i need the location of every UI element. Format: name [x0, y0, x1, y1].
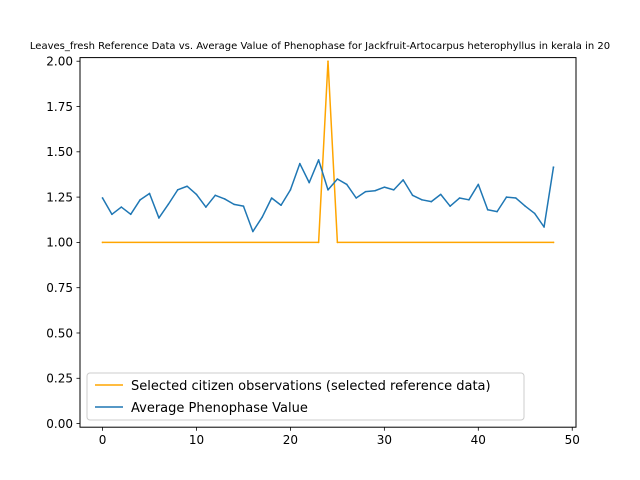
data-point-average — [374, 189, 376, 192]
data-point-average — [261, 216, 264, 218]
data-point-average — [439, 193, 442, 196]
data-point-average — [176, 189, 179, 191]
data-point-average — [158, 217, 160, 219]
x-tick-label: 30 — [377, 433, 392, 447]
data-point-average — [524, 205, 527, 207]
data-point-average — [223, 198, 226, 200]
y-tick-label: 0.75 — [46, 281, 73, 295]
data-point-average — [317, 159, 320, 161]
series-line-reference — [101, 60, 555, 244]
data-point-average — [186, 185, 188, 188]
x-tick-label: 50 — [565, 433, 580, 447]
data-point-average — [345, 183, 348, 186]
data-point-average — [205, 206, 207, 208]
y-tick-label: 2.00 — [46, 55, 73, 69]
data-point-average — [327, 189, 329, 191]
data-point-average — [411, 194, 414, 197]
y-tick-label: 1.75 — [46, 100, 73, 114]
data-point-reference — [336, 241, 339, 244]
data-point-average — [458, 197, 461, 199]
y-tick-label: 0.50 — [46, 326, 73, 340]
x-tick-label: 40 — [471, 433, 486, 447]
series-line-average — [101, 159, 555, 233]
data-point-average — [430, 200, 433, 203]
data-point-average — [270, 197, 273, 199]
y-tick-label: 0.00 — [46, 417, 73, 431]
data-point-average — [336, 178, 339, 180]
data-point-average — [195, 193, 198, 196]
data-point-average — [402, 179, 404, 181]
data-point-average — [120, 206, 123, 208]
series-layer — [101, 60, 555, 244]
data-point-average — [252, 230, 254, 233]
data-point-reference — [327, 60, 329, 63]
data-point-average — [533, 212, 536, 215]
data-point-average — [552, 166, 555, 169]
data-point-average — [233, 203, 235, 206]
data-point-average — [111, 213, 113, 216]
data-point-average — [515, 197, 517, 199]
y-tick-label: 0.25 — [46, 372, 73, 386]
data-point-average — [289, 189, 292, 191]
data-point-average — [355, 197, 357, 199]
data-point-average — [364, 190, 367, 193]
data-point-average — [496, 210, 498, 213]
chart-title: Leaves_fresh Reference Data vs. Average … — [30, 41, 610, 52]
data-point-reference — [317, 241, 320, 244]
data-point-average — [280, 204, 282, 207]
data-point-average — [477, 183, 480, 186]
legend-label-reference: Selected citizen observations (selected … — [131, 379, 491, 394]
data-point-reference — [552, 241, 555, 244]
y-axis: 0.00 0.25 0.50 0.75 1.00 1.25 1.50 1.75 2.00 — [46, 55, 80, 431]
data-point-average — [308, 181, 311, 184]
data-point-average — [101, 197, 104, 199]
data-point-average — [242, 205, 245, 207]
y-tick-label: 1.25 — [46, 190, 73, 204]
x-axis: 0 10 20 30 40 50 — [99, 427, 580, 447]
data-point-average — [449, 205, 451, 207]
legend-label-average: Average Phenophase Value — [131, 401, 308, 416]
data-point-average — [299, 162, 301, 165]
data-point-average — [167, 203, 170, 206]
data-point-average — [214, 194, 217, 197]
data-point-average — [421, 199, 423, 201]
x-tick-label: 10 — [189, 433, 204, 447]
legend: Selected citizen observations (selected … — [86, 372, 525, 421]
legend-box — [86, 372, 525, 421]
data-point-average — [486, 208, 489, 211]
data-point-average — [468, 199, 470, 201]
x-tick-label: 0 — [99, 433, 107, 447]
data-point-average — [148, 192, 151, 195]
data-point-average — [543, 226, 545, 228]
data-point-reference — [101, 241, 104, 244]
y-tick-label: 1.50 — [46, 145, 73, 159]
data-point-average — [392, 189, 395, 191]
x-tick-label: 20 — [283, 433, 298, 447]
y-tick-label: 1.00 — [46, 236, 73, 250]
data-point-average — [129, 213, 132, 216]
data-point-average — [383, 186, 386, 188]
data-point-average — [505, 196, 508, 198]
data-point-average — [139, 199, 141, 201]
